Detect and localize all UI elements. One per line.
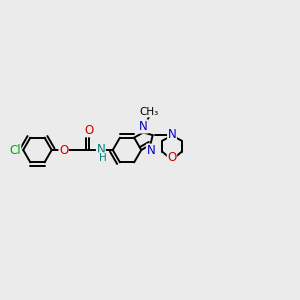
Text: N: N: [97, 142, 105, 156]
Text: N: N: [168, 128, 176, 141]
Text: O: O: [167, 151, 177, 164]
Text: Cl: Cl: [9, 143, 21, 157]
Text: N: N: [139, 120, 148, 133]
Text: N: N: [146, 144, 155, 157]
Text: CH₃: CH₃: [139, 107, 158, 117]
Text: H: H: [99, 153, 106, 163]
Text: O: O: [84, 124, 94, 137]
Text: O: O: [59, 143, 68, 157]
